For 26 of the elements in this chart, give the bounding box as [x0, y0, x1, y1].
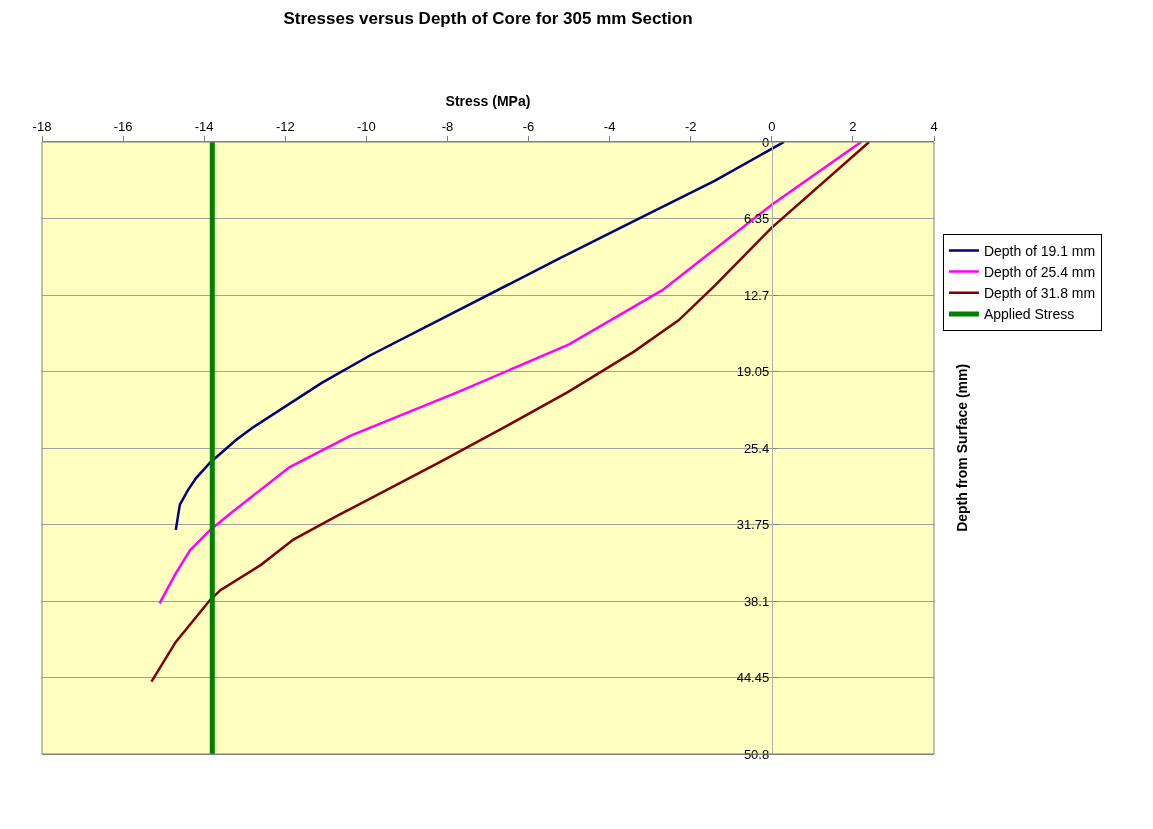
y-tick-label: 25.4	[743, 440, 770, 456]
x-tick-label: -12	[275, 118, 295, 134]
x-tick-label: -18	[32, 118, 52, 134]
x-tick-label: -10	[356, 118, 376, 134]
y-axis-title: Depth from Surface (mm)	[953, 363, 970, 532]
legend-label: Depth of 25.4 mm	[983, 264, 1096, 281]
y-tick-label: 50.8	[743, 746, 770, 762]
legend-label: Depth of 19.1 mm	[983, 242, 1096, 259]
x-axis-title: Stress (MPa)	[445, 93, 531, 110]
x-tick-label: -6	[522, 118, 535, 134]
x-tick-label: -16	[113, 118, 133, 134]
y-tick-label: 0	[761, 134, 770, 150]
chart-title: Stresses versus Depth of Core for 305 mm Section	[283, 9, 693, 29]
y-tick-label: 19.05	[736, 364, 770, 380]
y-tick-label: 38.1	[743, 593, 770, 609]
y-tick-label: 12.7	[743, 287, 770, 303]
x-tick-label: 4	[930, 118, 938, 134]
x-tick-label: -4	[603, 118, 616, 134]
legend-label: Applied Stress	[983, 306, 1075, 323]
y-tick-label: 31.75	[736, 517, 770, 533]
x-tick-label: -14	[194, 118, 214, 134]
legend-label: Depth of 31.8 mm	[983, 285, 1096, 302]
x-tick-label: -2	[684, 118, 697, 134]
x-tick-label: 2	[849, 118, 857, 134]
y-tick-label: 44.45	[736, 670, 770, 686]
x-tick-label: -8	[441, 118, 454, 134]
